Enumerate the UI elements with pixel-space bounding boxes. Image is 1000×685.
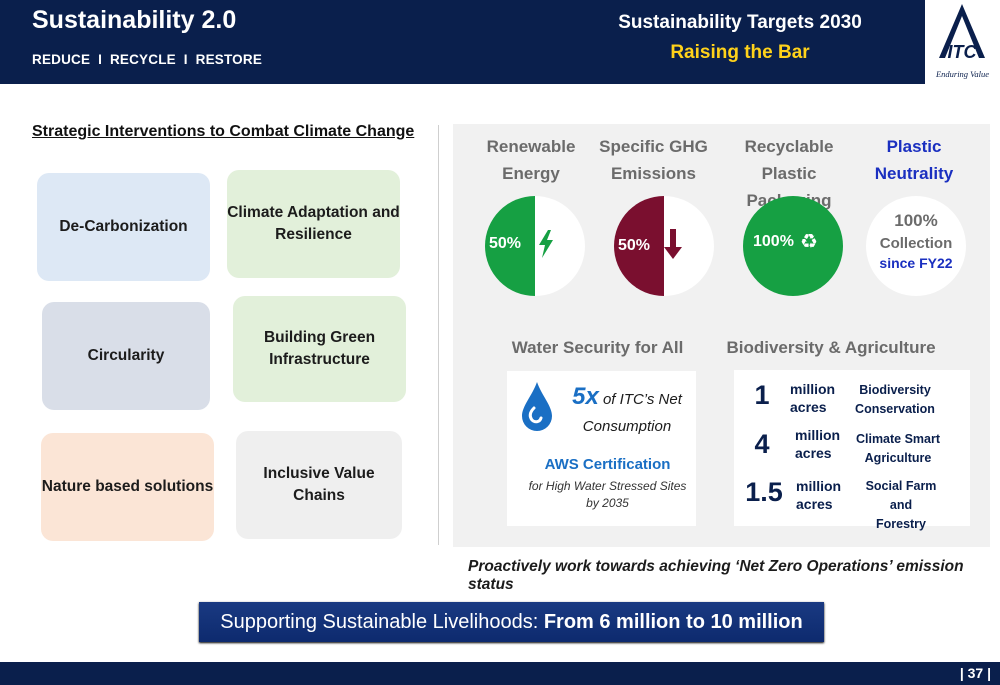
water-text: Consumption (582, 418, 672, 436)
water-heading: Water Security for All (511, 338, 684, 357)
biodiversity-box (734, 370, 970, 526)
bio-num: 1 (754, 380, 770, 410)
card-label: Circularity (87, 346, 165, 364)
aws-certification: AWS Certification (544, 456, 671, 473)
bio-label: Social Farm and Forestry (865, 479, 937, 531)
title-line: Energy (502, 164, 560, 184)
livelihoods-banner: Supporting Sustainable Livelihoods: From… (199, 602, 824, 642)
bio-label: Climate Smart Agriculture (855, 432, 941, 465)
recycle-icon: ♻ (800, 229, 818, 253)
lightning-icon (539, 230, 553, 258)
banner-prefix: Supporting Sustainable Livelihoods: (220, 610, 544, 633)
neutrality-title: Plastic Neutrality (865, 133, 963, 187)
ghg-circle (614, 196, 714, 296)
card-label: Climate Adaptation and Resilience (227, 203, 400, 243)
logo-tagline: Enduring Value (935, 69, 990, 79)
bio-unit: million acres (796, 478, 842, 513)
page-subtitle: REDUCE I RECYCLE I RESTORE (32, 52, 263, 67)
recyclable-circle (743, 196, 843, 296)
title-line: Specific GHG (599, 137, 708, 156)
itc-logo-icon: ITC (939, 4, 985, 62)
logo-text: ITC (948, 42, 978, 62)
renewable-title: Renewable Energy (470, 133, 592, 187)
targets-subtitle: Raising the Bar (670, 42, 810, 63)
page-number: | 37 | (959, 665, 991, 681)
card-nature-based: Nature based solutions (41, 433, 214, 541)
banner-highlight: From 6 million to 10 million (543, 610, 803, 633)
down-arrow-icon (664, 229, 682, 259)
strategic-heading: Strategic Interventions to Combat Climat… (32, 123, 415, 140)
water-text: of ITC’s Net (602, 391, 682, 408)
neutrality-line: Collection (879, 234, 953, 252)
page-title: Sustainability 2.0 (32, 6, 237, 34)
ghg-title: Specific GHG Emissions (596, 133, 711, 187)
card-label: De-Carbonization (59, 217, 188, 235)
card-label: Inclusive Value Chains (263, 464, 375, 504)
title-line: Plastic (886, 137, 942, 156)
footer-bar (0, 662, 1000, 685)
water-stat: 5x of ITC’s Net Consumption (568, 378, 686, 438)
section-divider (438, 125, 439, 545)
card-green-infrastructure: Building Green Infrastructure (233, 296, 406, 402)
card-inclusive-value: Inclusive Value Chains (236, 431, 402, 539)
renewable-value: 50% (489, 235, 522, 252)
water-multiplier: 5x (572, 383, 599, 410)
note-line: for High Water Stressed Sites (528, 479, 687, 493)
neutrality-percent: 100% (894, 211, 938, 230)
water-drop-icon (522, 382, 552, 431)
bio-label: Biodiversity Conservation (855, 383, 935, 416)
ghg-value: 50% (618, 237, 651, 254)
title-line: Recyclable Plastic (744, 137, 834, 184)
renewable-circle (485, 196, 585, 296)
neutrality-value: 100% Collection since FY22 (866, 209, 966, 273)
logo: ITC (925, 0, 1000, 84)
card-climate-adaptation: Climate Adaptation and Resilience (227, 170, 400, 278)
recyclable-value: 100% (753, 233, 794, 250)
biodiversity-heading: Biodiversity & Agriculture (726, 338, 936, 357)
bio-num: 4 (754, 429, 770, 459)
card-decarbonization: De-Carbonization (37, 173, 210, 281)
bio-num: 1.5 (745, 477, 783, 507)
net-zero-statement: Proactively work towards achieving ‘Net … (468, 558, 964, 593)
note-line: by 2035 (586, 496, 629, 511)
bio-unit: million acres (795, 427, 841, 462)
aws-note: for High Water Stressed Sites by 2035 (507, 478, 708, 513)
title-line: Emissions (610, 164, 697, 184)
bio-unit: million acres (790, 381, 836, 416)
title-line: Renewable (486, 137, 576, 156)
card-label: Nature based solutions (41, 477, 214, 495)
title-line: Neutrality (874, 164, 954, 184)
targets-title: Sustainability Targets 2030 (618, 12, 862, 33)
header-bar (0, 0, 1000, 84)
card-label: Building Green Infrastructure (263, 328, 376, 368)
neutrality-circle (866, 196, 966, 296)
neutrality-line: since FY22 (879, 254, 953, 271)
card-circularity: Circularity (42, 302, 210, 410)
